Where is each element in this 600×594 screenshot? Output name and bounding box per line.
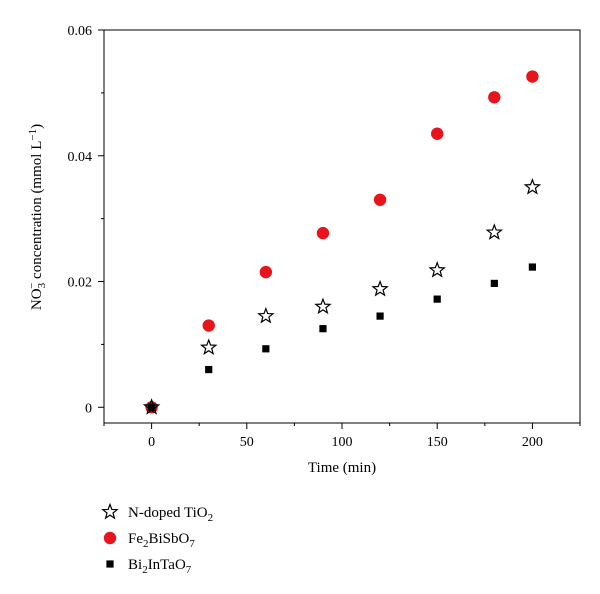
x-tick-label: 0 (148, 435, 155, 450)
point-star (314, 297, 332, 315)
data-points (142, 70, 542, 415)
legend-marker-circle (103, 531, 117, 545)
point-square (376, 312, 384, 320)
point-square (319, 325, 327, 333)
legend-marker-square (106, 560, 114, 568)
y-tick-label: 0 (85, 401, 92, 416)
x-tick-label: 100 (332, 435, 353, 450)
point-star (485, 223, 504, 240)
legend-marker-star (101, 502, 119, 520)
x-tick-label: 150 (427, 435, 448, 450)
point-circle (373, 193, 387, 206)
point-circle (431, 127, 444, 140)
y-axis: 0 0.02 0.04 0.06 (68, 24, 104, 416)
y-tick-label: 0.06 (68, 24, 93, 39)
point-circle (526, 70, 539, 83)
point-square (262, 345, 270, 353)
y-tick-label: 0.04 (68, 150, 93, 165)
point-star (428, 260, 446, 278)
point-circle (259, 265, 273, 279)
x-axis: 0 50 100 150 200 (103, 423, 581, 450)
legend-label: N-doped TiO2 (128, 505, 213, 524)
x-axis-label: Time (min) (308, 460, 376, 476)
point-star (371, 279, 389, 297)
y-tick-label: 0.02 (68, 276, 93, 291)
point-circle (202, 319, 215, 332)
legend: N-doped TiO2 Fe2BiSbO7 Bi2InTaO7 (101, 502, 213, 576)
point-square (528, 263, 536, 271)
point-circle (488, 91, 501, 104)
point-square (490, 279, 498, 288)
point-star (199, 338, 218, 355)
x-tick-label: 200 (522, 435, 543, 450)
point-square (148, 403, 156, 411)
point-circle (316, 226, 330, 240)
legend-label: Bi2InTaO7 (128, 557, 192, 576)
y-axis-label: NO3− concentration (mmol L−1) (26, 124, 48, 310)
point-square (433, 295, 441, 303)
plot-area (103, 29, 581, 424)
x-tick-label: 50 (240, 435, 254, 450)
point-star (257, 306, 275, 324)
point-star (523, 177, 542, 195)
point-square (205, 365, 213, 374)
plot-border (103, 29, 581, 424)
legend-label: Fe2BiSbO7 (128, 531, 195, 550)
